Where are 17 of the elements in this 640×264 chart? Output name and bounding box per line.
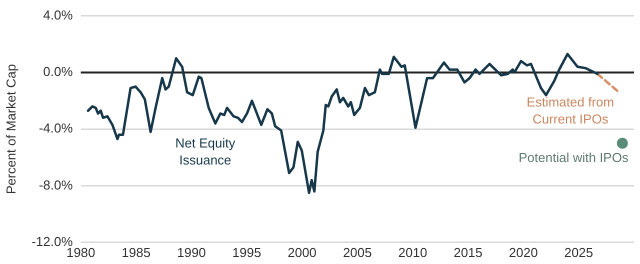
y-axis-title: Percent of Market Cap xyxy=(3,64,18,194)
series-label: Net Equity Issuance xyxy=(175,135,236,168)
x-tick-label: 1985 xyxy=(122,244,151,260)
series-label: Potential with IPOs xyxy=(518,150,629,166)
y-tick-label: -4.0% xyxy=(38,120,74,136)
x-tick-label: 1995 xyxy=(232,244,262,260)
y-tick-label: -8.0% xyxy=(38,177,74,192)
x-tick-label: 2020 xyxy=(508,244,538,260)
x-tick-label: 2000 xyxy=(288,244,317,260)
x-tick-label: 2010 xyxy=(398,244,428,260)
y-tick-label: 0.0% xyxy=(43,64,74,80)
series-label: Estimated from Current IPOs xyxy=(526,94,614,127)
y-tick-label: 4.0% xyxy=(43,7,74,22)
x-tick-label: 2005 xyxy=(342,244,372,260)
x-tick-label: 1990 xyxy=(176,244,206,260)
x-tick-label: 2025 xyxy=(564,244,594,260)
x-tick-label: 2015 xyxy=(454,244,482,260)
